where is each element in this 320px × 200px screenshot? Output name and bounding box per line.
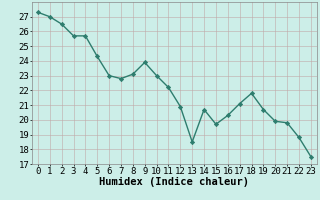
X-axis label: Humidex (Indice chaleur): Humidex (Indice chaleur) [100, 177, 249, 187]
